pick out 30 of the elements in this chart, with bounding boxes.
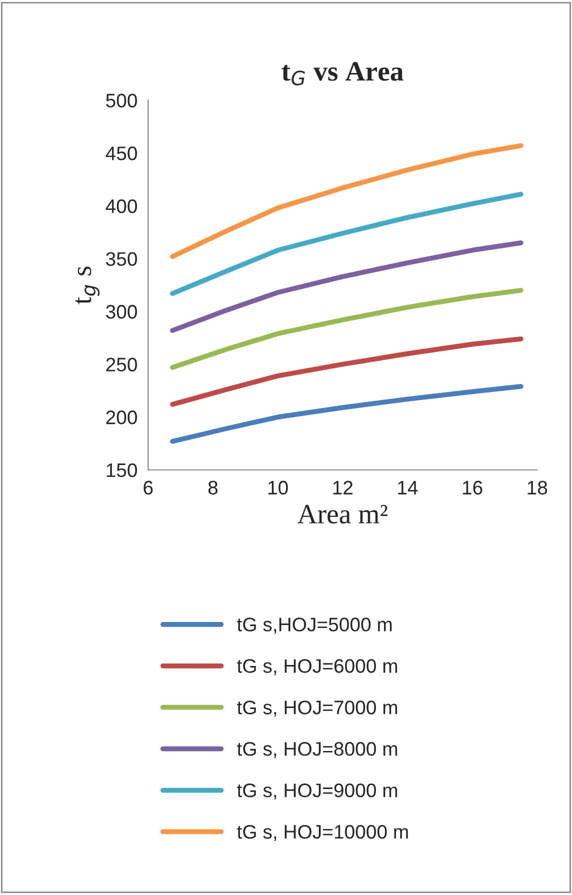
- y-axis-title: t$_{g}$ s: [75, 266, 100, 304]
- line-series: [170, 336, 524, 407]
- y-tick-label: 500: [106, 94, 137, 108]
- legend-label: tG s, HOJ=7000 m: [237, 700, 398, 717]
- x-tick-label: 10: [268, 480, 288, 495]
- legend-label: tG s,HOJ=5000 m: [237, 618, 392, 634]
- x-tick-label: 8: [208, 480, 218, 495]
- line-series: [170, 288, 524, 370]
- y-tick-label: 350: [106, 252, 137, 266]
- y-tick-label: 200: [106, 410, 137, 424]
- y-tick-label: 400: [106, 199, 137, 214]
- x-tick-label: 14: [398, 481, 418, 494]
- y-tick-label: 450: [106, 146, 137, 160]
- line-series: [170, 143, 524, 259]
- legend-label: tG s, HOJ=8000 m: [237, 742, 398, 758]
- legend-label: tG s, HOJ=9000 m: [237, 784, 398, 800]
- line-series: [170, 240, 524, 333]
- line-series: [170, 192, 524, 296]
- y-tick-label: 300: [106, 304, 137, 319]
- legend-label: tG s, HOJ=6000 m: [237, 659, 398, 676]
- y-tick-label: 150: [106, 463, 137, 478]
- legend-label: tG s, HOJ=10000 m: [237, 824, 408, 842]
- x-tick-label: 16: [462, 480, 482, 495]
- y-tick-label: 250: [106, 358, 137, 372]
- chart-title: t$_{G}$ vs Area: [282, 62, 404, 86]
- x-tick-label: 18: [528, 480, 548, 495]
- x-tick-label: 12: [333, 480, 352, 494]
- x-tick-label: 6: [144, 480, 153, 495]
- x-axis-title: Area m²: [297, 504, 388, 524]
- line-series: [170, 384, 524, 444]
